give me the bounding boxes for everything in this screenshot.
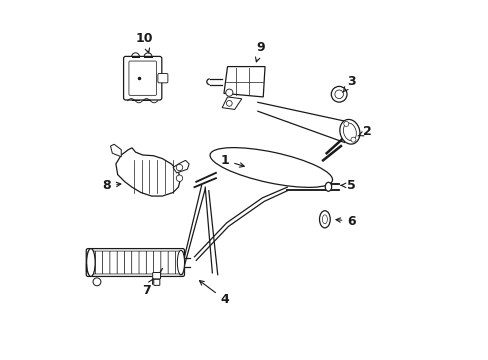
Ellipse shape (177, 250, 184, 275)
FancyBboxPatch shape (110, 251, 117, 274)
FancyBboxPatch shape (117, 251, 124, 274)
Circle shape (343, 121, 348, 126)
Ellipse shape (325, 182, 331, 191)
Polygon shape (173, 160, 189, 173)
Polygon shape (222, 97, 242, 109)
FancyBboxPatch shape (123, 57, 162, 100)
Text: 8: 8 (102, 179, 121, 192)
Polygon shape (110, 144, 121, 157)
Text: 1: 1 (220, 154, 244, 167)
Circle shape (331, 86, 346, 102)
Ellipse shape (86, 249, 95, 276)
Ellipse shape (343, 123, 356, 140)
FancyBboxPatch shape (102, 251, 110, 274)
Polygon shape (116, 148, 180, 196)
Ellipse shape (319, 211, 329, 228)
Text: 2: 2 (357, 125, 371, 138)
Circle shape (176, 164, 183, 171)
Circle shape (225, 89, 232, 96)
Circle shape (350, 137, 355, 142)
Polygon shape (224, 67, 264, 97)
FancyBboxPatch shape (124, 251, 132, 274)
Text: 5: 5 (341, 179, 355, 192)
Text: 9: 9 (255, 41, 264, 62)
FancyBboxPatch shape (88, 251, 96, 274)
FancyBboxPatch shape (153, 279, 160, 285)
FancyBboxPatch shape (95, 251, 103, 274)
FancyBboxPatch shape (161, 251, 168, 274)
FancyBboxPatch shape (175, 251, 183, 274)
FancyBboxPatch shape (139, 251, 146, 274)
Ellipse shape (322, 215, 326, 224)
Ellipse shape (93, 278, 101, 286)
FancyBboxPatch shape (146, 251, 154, 274)
Text: 6: 6 (335, 215, 355, 228)
Text: 10: 10 (136, 32, 153, 53)
FancyBboxPatch shape (153, 251, 161, 274)
Ellipse shape (210, 148, 332, 187)
FancyBboxPatch shape (131, 251, 139, 274)
Circle shape (334, 90, 343, 99)
Text: 7: 7 (142, 279, 153, 297)
Circle shape (226, 100, 232, 106)
Text: 3: 3 (342, 75, 355, 93)
Ellipse shape (339, 120, 359, 144)
Text: 4: 4 (199, 281, 229, 306)
FancyBboxPatch shape (129, 61, 156, 95)
FancyBboxPatch shape (152, 273, 160, 279)
FancyBboxPatch shape (168, 251, 175, 274)
Circle shape (176, 175, 183, 181)
FancyBboxPatch shape (158, 73, 167, 83)
